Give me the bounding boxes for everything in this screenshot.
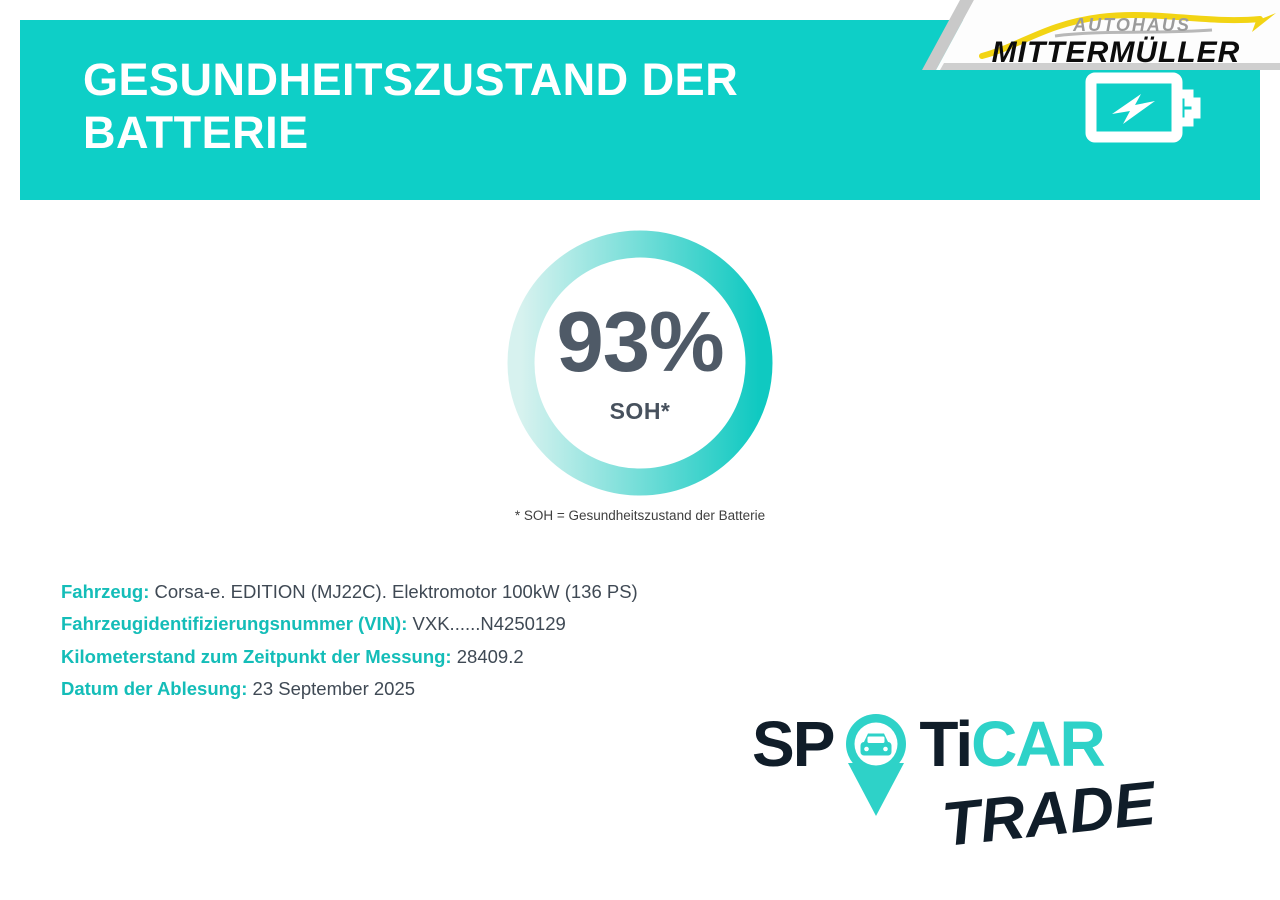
page-title: GESUNDHEITSZUSTAND DER BATTERIE [83,53,738,159]
car-silhouette-yellow-line [979,12,1263,59]
dealer-logo-mittermueller: MITTERMÜLLER [992,36,1241,69]
soh-gauge-ring [507,230,773,496]
page-title-line2: BATTERIE [83,107,309,158]
detail-value: Corsa-e. EDITION (MJ22C). Elektromotor 1… [154,581,638,602]
car-silhouette-tail [1252,13,1276,32]
dealer-logo: AUTOHAUS MITTERMÜLLER [922,0,1280,70]
detail-label: Datum der Ablesung: [61,678,248,700]
detail-label: Kilometerstand zum Zeitpunkt der Messung… [61,645,452,667]
spoticar-car: CAR [971,708,1106,780]
logo-diagonal-stripe [922,0,974,70]
soh-footnote: * SOH = Gesundheitszustand der Batterie [514,508,766,523]
detail-row-vehicle: Fahrzeug: Corsa-e. EDITION (MJ22C). Elek… [61,576,638,608]
spoticar-sp: SP [752,708,835,780]
soh-gauge: 93% SOH* [507,230,773,496]
detail-label: Fahrzeug: [61,581,150,602]
logo-bottom-strip [940,63,1280,70]
battery-charging-icon [1085,72,1201,143]
detail-row-vin: Fahrzeugidentifizierungsnummer (VIN): VX… [61,608,638,640]
location-pin-car-icon [846,714,907,816]
detail-value: 28409.2 [456,645,524,667]
detail-value: 23 September 2025 [252,678,416,700]
spoticar-wordmark: SP Ti CAR [752,712,1212,818]
detail-value: VXK......N4250129 [412,613,566,635]
dealer-logo-autohaus: AUTOHAUS [1072,15,1191,35]
page-title-line1: GESUNDHEITSZUSTAND DER [83,54,739,105]
soh-label: SOH* [609,398,671,424]
vehicle-details: Fahrzeug: Corsa-e. EDITION (MJ22C). Elek… [61,576,638,706]
spoticar-trade-logo: SP Ti CAR TRADE [752,712,1212,882]
spoticar-ti: Ti [919,708,973,780]
soh-value: 93% [556,295,724,390]
detail-label: Fahrzeugidentifizierungsnummer (VIN): [61,613,408,635]
detail-row-date: Datum der Ablesung: 23 September 2025 [61,673,638,705]
car-silhouette-gray-line [1054,28,1213,38]
detail-row-odometer: Kilometerstand zum Zeitpunkt der Messung… [61,641,638,673]
soh-gauge-center: 93% SOH* [507,230,773,496]
